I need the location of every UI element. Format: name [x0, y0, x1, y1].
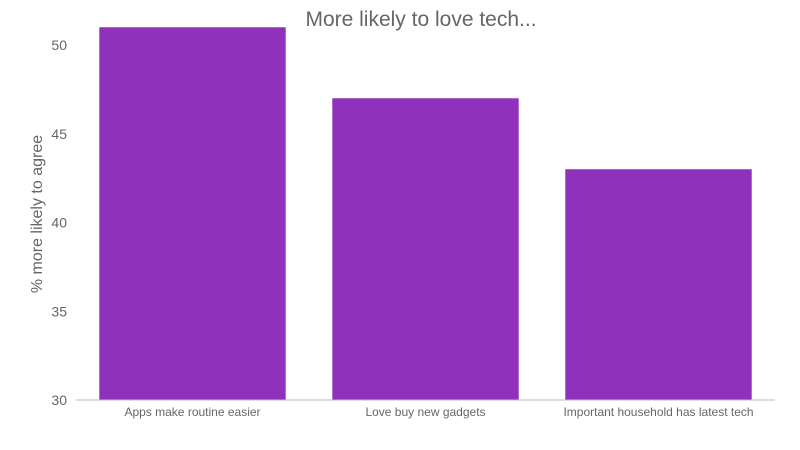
y-tick-label: 30 — [51, 392, 67, 408]
y-axis-label: % more likely to agree — [29, 135, 46, 293]
x-axis-ticks: Apps make routine easier Love buy new gad… — [124, 405, 753, 419]
x-tick-label: Apps make routine easier — [124, 405, 260, 419]
y-tick-label: 50 — [51, 37, 67, 53]
bar — [99, 27, 286, 400]
y-axis-ticks: 30 35 40 45 50 — [51, 37, 67, 408]
x-tick-label: Important household has latest tech — [563, 405, 753, 419]
y-tick-label: 35 — [51, 303, 67, 319]
y-tick-label: 45 — [51, 126, 67, 142]
bar — [332, 98, 519, 400]
bars — [99, 27, 752, 400]
bar — [565, 169, 752, 400]
y-tick-label: 40 — [51, 215, 67, 231]
x-tick-label: Love buy new gadgets — [365, 405, 485, 419]
chart-title: More likely to love tech... — [305, 8, 536, 31]
